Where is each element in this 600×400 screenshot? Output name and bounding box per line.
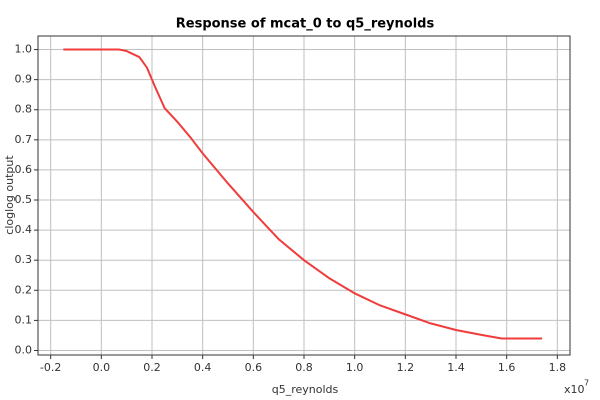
y-tick-label: 0.0 bbox=[15, 343, 33, 356]
x-axis-label: q5_reynolds bbox=[272, 383, 339, 396]
x-tick-label: 0.0 bbox=[93, 361, 111, 374]
x-tick-label: 0.6 bbox=[245, 361, 263, 374]
y-tick-label: 0.3 bbox=[15, 253, 33, 266]
chart-title: Response of mcat_0 to q5_reynolds bbox=[176, 17, 435, 32]
y-tick-label: 1.0 bbox=[15, 43, 33, 56]
y-tick-label: 0.7 bbox=[15, 133, 33, 146]
x-multiplier-exponent: 7 bbox=[584, 379, 589, 388]
y-tick-label: 0.2 bbox=[15, 283, 33, 296]
x-tick-label: 1.6 bbox=[498, 361, 516, 374]
y-tick-label: 0.4 bbox=[15, 223, 33, 236]
x-tick-label: 1.8 bbox=[549, 361, 567, 374]
y-tick-label: 0.6 bbox=[15, 163, 33, 176]
x-tick-label: 1.2 bbox=[397, 361, 415, 374]
y-tick-label: 0.1 bbox=[15, 313, 33, 326]
y-tick-label: 0.8 bbox=[15, 103, 33, 116]
x-tick-label: -0.2 bbox=[40, 361, 61, 374]
x-tick-label: 0.4 bbox=[194, 361, 212, 374]
x-tick-label: 0.2 bbox=[143, 361, 161, 374]
x-multiplier: x10 bbox=[564, 383, 585, 396]
line bbox=[63, 48, 543, 340]
y-axis-label: cloglog output bbox=[3, 155, 16, 235]
plot-frame bbox=[37, 35, 571, 356]
y-tick-label: 0.5 bbox=[15, 193, 33, 206]
x-tick-label: 1.0 bbox=[346, 361, 364, 374]
x-tick-label: 1.4 bbox=[447, 361, 465, 374]
y-tick-label: 0.9 bbox=[15, 73, 33, 86]
x-tick-label: 0.8 bbox=[295, 361, 313, 374]
